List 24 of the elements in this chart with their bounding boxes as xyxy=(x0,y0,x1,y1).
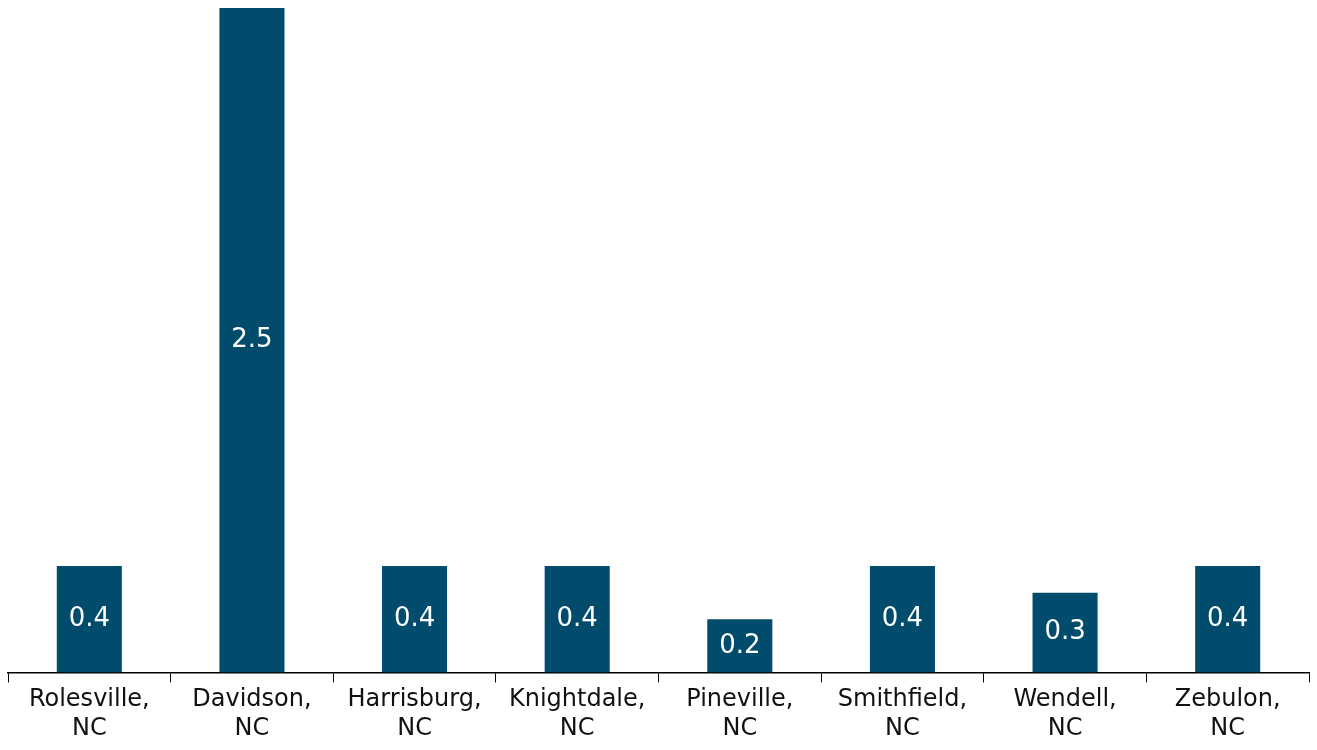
x-tick-label: Rolesville, NC xyxy=(28,684,150,741)
data-label: 0.2 xyxy=(719,628,761,659)
x-tick-label: Harrisburg, NC xyxy=(347,684,482,741)
data-label: 0.3 xyxy=(1044,615,1086,646)
x-tick-label: Knightdale, NC xyxy=(508,684,646,741)
data-label: 2.5 xyxy=(231,322,273,353)
bar xyxy=(869,566,935,673)
data-label: 0.4 xyxy=(556,602,598,632)
bar xyxy=(707,619,773,673)
x-tick-label: Zebulon, NC xyxy=(1174,684,1281,741)
bar xyxy=(544,566,610,673)
data-label: 0.4 xyxy=(881,602,924,632)
x-tick-label: Wendell, NC xyxy=(1013,684,1117,741)
bar xyxy=(56,566,122,673)
bar xyxy=(1195,566,1261,673)
bar xyxy=(219,8,285,673)
x-tick-label: Smithfield, NC xyxy=(837,684,968,741)
data-label: 0.4 xyxy=(68,602,110,632)
x-tick-label: Davidson, NC xyxy=(192,684,312,741)
bar xyxy=(1032,592,1098,673)
data-label: 0.4 xyxy=(1207,602,1249,632)
x-tick-label: Pineville, NC xyxy=(686,684,794,741)
bar xyxy=(382,566,448,673)
data-label: 0.4 xyxy=(393,602,436,632)
